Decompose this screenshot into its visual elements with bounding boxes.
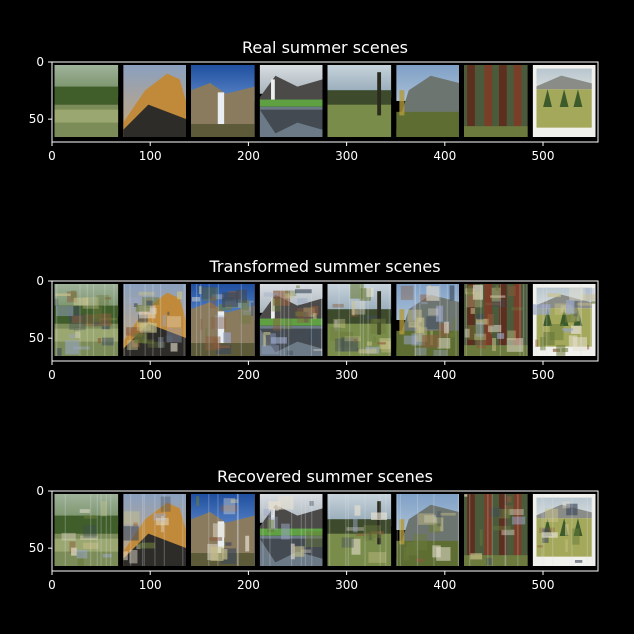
image-tile-lake-meadow <box>52 283 121 357</box>
image-tile-valley-cliffs <box>393 493 462 567</box>
x-tick-label: 0 <box>48 368 56 382</box>
y-tick-label: 50 <box>29 112 44 126</box>
x-tick-label: 300 <box>335 149 358 163</box>
image-tile-valley-cliffs <box>393 283 462 357</box>
image-tile-redwood-trunks <box>461 283 531 357</box>
image-tile-pine-field-photo <box>530 493 598 567</box>
panel-title: Transformed summer scenes <box>208 257 440 276</box>
axes-frame <box>51 61 599 143</box>
y-tick-label: 50 <box>29 541 44 555</box>
image-tile-valley-cliffs <box>393 64 462 138</box>
image-tile-half-dome-sunset <box>120 283 189 357</box>
x-tick-label: 200 <box>237 578 260 592</box>
image-tile-waterfall-blue-sky <box>188 64 258 138</box>
panel-3: Recovered summer scenes 0 100 200 300 400 500 0… <box>29 467 599 592</box>
x-tick-label: 500 <box>532 368 555 382</box>
x-tick-label: 100 <box>139 578 162 592</box>
image-tile-lake-meadow <box>52 64 121 138</box>
image-tile-meadow-trees <box>325 64 394 138</box>
axes-frame <box>51 280 599 362</box>
x-tick-label: 200 <box>237 149 260 163</box>
x-tick-label: 500 <box>532 578 555 592</box>
y-tick-label: 0 <box>36 274 44 288</box>
x-tick-label: 0 <box>48 149 56 163</box>
x-tick-label: 400 <box>433 149 456 163</box>
image-tile-redwood-trunks <box>461 64 531 138</box>
x-tick-label: 400 <box>433 368 456 382</box>
x-tick-label: 0 <box>48 578 56 592</box>
image-tile-waterfall-blue-sky <box>188 283 258 357</box>
x-tick-label: 100 <box>139 368 162 382</box>
image-tile-meadow-trees <box>325 493 394 567</box>
y-tick-label: 0 <box>36 484 44 498</box>
panel-1: Real summer scenes 0 100 200 300 400 500 0 50 <box>29 38 599 163</box>
image-tile-meadow-trees <box>325 283 394 357</box>
y-tick-label: 0 <box>36 55 44 69</box>
image-tile-half-dome-sunset <box>120 493 189 567</box>
image-tile-waterfall-blue-sky <box>188 493 258 567</box>
image-tile-waterfall-reflection <box>257 64 325 138</box>
image-tile-pine-field-photo <box>530 64 598 138</box>
panel-title: Real summer scenes <box>242 38 408 57</box>
x-tick-label: 500 <box>532 149 555 163</box>
x-tick-label: 400 <box>433 578 456 592</box>
x-tick-label: 100 <box>139 149 162 163</box>
axes-frame <box>51 490 599 572</box>
image-tile-half-dome-sunset <box>120 64 189 138</box>
panel-title: Recovered summer scenes <box>217 467 433 486</box>
y-tick-label: 50 <box>29 331 44 345</box>
image-tile-lake-meadow <box>52 493 121 567</box>
x-tick-label: 200 <box>237 368 260 382</box>
x-tick-label: 300 <box>335 368 358 382</box>
image-tile-pine-field-photo <box>530 283 598 357</box>
panel-2: Transformed summer scenes 0 100 200 300 400 50… <box>29 257 599 382</box>
image-tile-waterfall-reflection <box>257 283 325 357</box>
image-tile-waterfall-reflection <box>257 493 325 567</box>
image-tile-redwood-trunks <box>461 493 531 567</box>
x-tick-label: 300 <box>335 578 358 592</box>
